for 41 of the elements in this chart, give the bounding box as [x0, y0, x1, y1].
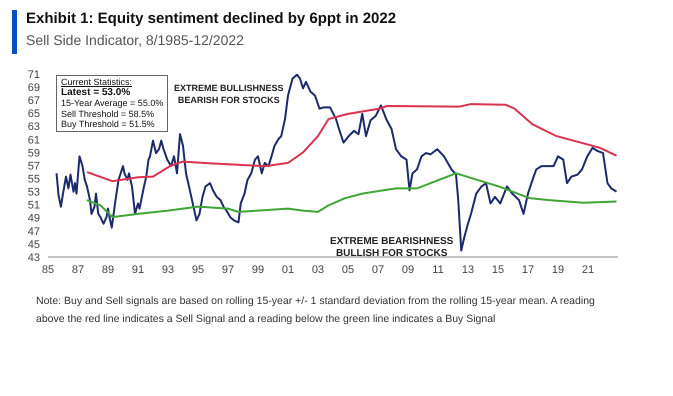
x-tick-label: 05 [342, 264, 354, 276]
chart-title: Exhibit 1: Equity sentiment declined by 6ppt in 2022 [26, 10, 396, 27]
y-tick-label: 69 [28, 82, 40, 94]
x-tick-label: 89 [102, 264, 114, 276]
y-tick-label: 65 [28, 108, 40, 120]
x-tick-label: 99 [252, 264, 264, 276]
y-tick-label: 67 [28, 95, 40, 108]
y-tick-label: 55 [28, 173, 40, 186]
x-tick-label: 01 [282, 264, 294, 276]
x-tick-label: 19 [552, 264, 564, 276]
y-tick-label: 51 [28, 200, 40, 212]
y-tick-label: 43 [28, 252, 40, 264]
x-tick-label: 09 [402, 264, 414, 276]
y-tick-label: 61 [28, 134, 40, 146]
y-tick-label: 49 [28, 212, 40, 225]
y-tick-label: 53 [28, 186, 40, 199]
x-tick-label: 97 [222, 264, 234, 276]
y-tick-label: 45 [28, 238, 40, 251]
annotation: EXTREME BULLISHNESS BEARISH FOR STOCKS [174, 82, 284, 106]
y-tick-label: 47 [28, 226, 40, 238]
x-tick-label: 85 [42, 264, 54, 276]
text: Note: Buy and Sell signals are based on rolling 15-year +/- 1 standard deviation from the rolling 15-year mean. A reading above the red line indicates a Sell Signal and a reading below the green line indicates a Buy Signal [36, 294, 596, 327]
x-tick-label: 07 [372, 264, 384, 276]
chart-subtitle: Sell Side Indicator, 8/1985-12/2022 [26, 32, 244, 48]
annotation: Current Statistics: Latest = 53.0% 15-Year Average = 55.0% Sell Threshold = 58.5% Buy Threshold = 51.5% [61, 77, 164, 130]
line-series [86, 172, 618, 218]
x-tick-label: 87 [72, 264, 84, 276]
x-tick-label: 15 [492, 264, 504, 276]
x-tick-label: 13 [462, 264, 474, 276]
y-tick-label: 71 [28, 68, 40, 81]
x-tick-label: 93 [162, 264, 174, 276]
x-tick-label: 03 [312, 264, 324, 276]
y-tick-label: 63 [28, 121, 40, 134]
annotation: EXTREME BEARISHNESS BULLISH FOR STOCKS [330, 236, 454, 260]
y-tick-label: 59 [28, 147, 40, 160]
x-tick-label: 21 [582, 264, 594, 276]
y-tick-label: 57 [28, 160, 40, 172]
x-tick-label: 11 [432, 264, 444, 276]
x-tick-label: 91 [132, 264, 144, 276]
x-tick-label: 95 [192, 264, 204, 276]
x-tick-label: 17 [522, 264, 534, 276]
